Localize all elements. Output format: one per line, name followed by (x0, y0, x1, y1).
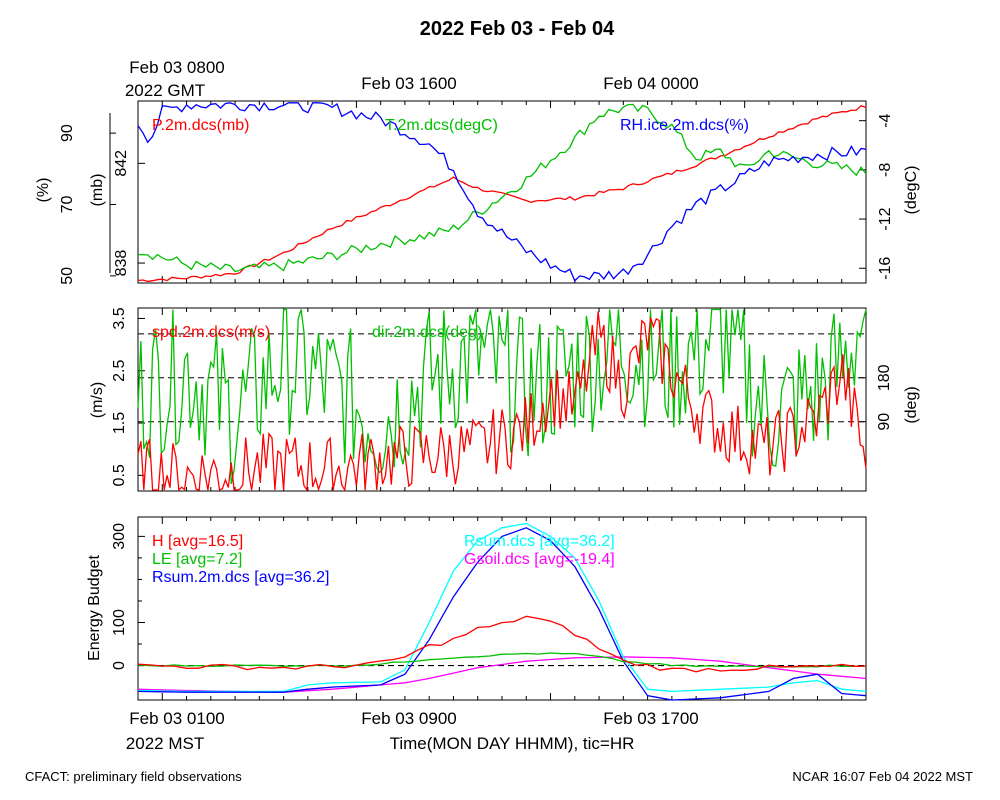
footer-left: CFACT: preliminary field observations (25, 769, 242, 784)
top-time-label-1: Feb 03 0800 (129, 58, 224, 77)
legend-rh: RH.ice.2m.dcs(%) (620, 117, 749, 134)
legend-speed: spd.2m.dcs(m/s) (152, 324, 270, 341)
rsum-line (137, 522, 867, 693)
top-time-label-3: Feb 04 0000 (603, 74, 698, 93)
energy-tick-label: 0 (111, 661, 128, 670)
footer-right: NCAR 16:07 Feb 04 2022 MST (792, 769, 973, 784)
panel-state: 50 70 90 838 842 -4 -8 -12 -16 (%) (mb) (degC) P… (35, 100, 920, 285)
speed-tick-label: 2.5 (111, 360, 128, 382)
bottom-time-label-2: Feb 03 0900 (361, 709, 456, 728)
temp-tick-label: -12 (877, 207, 894, 230)
speed-tick-label: 0.5 (111, 464, 128, 486)
temp-tick-label: -8 (877, 163, 894, 177)
direction-line (137, 308, 867, 485)
top-time-label-1b: 2022 GMT (125, 81, 205, 100)
p-tick-label: 842 (113, 150, 130, 177)
rh-line (137, 101, 867, 282)
legend-rsum-2m: Rsum.2m.dcs [avg=36.2] (152, 569, 329, 586)
rh-tick-label: 50 (59, 267, 76, 285)
le-line (137, 652, 867, 668)
rsum-2m-line (137, 527, 867, 701)
bottom-time-label-1: Feb 03 0100 (129, 709, 224, 728)
temp-tick-label: -16 (877, 257, 894, 280)
p-axis-label: (mb) (89, 174, 106, 207)
energy-tick-label: 300 (111, 523, 128, 550)
rh-tick-label: 90 (59, 124, 76, 142)
direction-tick-label: 180 (876, 364, 893, 391)
energy-tick-label: 100 (111, 609, 128, 636)
temperature-line (137, 103, 867, 273)
rh-tick-label: 70 (59, 195, 76, 213)
pressure-line (137, 105, 867, 283)
temp-tick-label: -4 (877, 113, 894, 127)
direction-tick-label: 90 (876, 413, 893, 431)
panel-energy: 0 100 300 Energy Budget H [avg=16.5] LE [a… (86, 516, 867, 701)
speed-line (137, 311, 867, 492)
temp-axis-label: (degC) (903, 166, 920, 215)
h-line (137, 615, 867, 673)
chart-title: 2022 Feb 03 - Feb 04 (420, 18, 615, 40)
legend-pressure: P.2m.dcs(mb) (152, 117, 250, 134)
legend-temperature: T.2m.dcs(degC) (385, 117, 498, 134)
legend-rsum: Rsum.dcs [avg=36.2] (464, 533, 615, 550)
rh-axis-label: (%) (35, 178, 52, 203)
legend-le: LE [avg=7.2] (152, 551, 242, 568)
legend-h: H [avg=16.5] (152, 533, 243, 550)
bottom-time-label-1b: 2022 MST (126, 734, 204, 753)
legend-gsoil: Gsoil.dcs [avg=-19.4] (464, 551, 615, 568)
speed-tick-label: 1.5 (111, 412, 128, 434)
bottom-time-label-3: Feb 03 1700 (603, 709, 698, 728)
energy-axis-label: Energy Budget (86, 555, 103, 661)
speed-tick-label: 3.5 (111, 307, 128, 329)
speed-axis-label: (m/s) (89, 382, 106, 418)
gsoil-line (137, 656, 867, 693)
top-time-label-2: Feb 03 1600 (361, 74, 456, 93)
panel-wind: 0.5 1.5 2.5 3.5 90 180 (m/s) (deg) spd.2m.dcs… (89, 307, 920, 492)
x-axis-label: Time(MON DAY HHMM), tic=HR (390, 734, 635, 753)
legend-direction: dir.2m.dcs(deg) (372, 324, 482, 341)
direction-axis-label: (deg) (903, 386, 920, 423)
p-tick-label: 838 (113, 250, 130, 277)
